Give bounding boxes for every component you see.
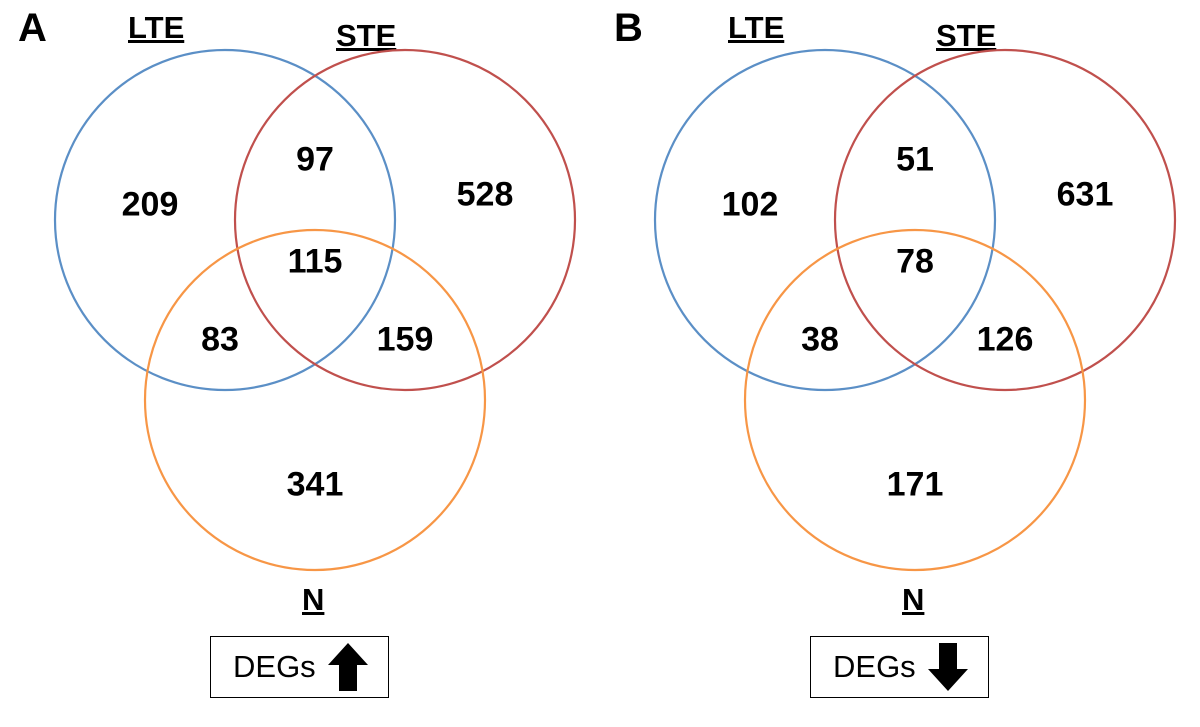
panel-a-degs-box: DEGs [210, 636, 389, 698]
panel-a-val-lte-only: 209 [122, 186, 179, 225]
panel-a-degs-text: DEGs [233, 649, 316, 685]
panel-a: A LTE STE N 209 528 341 97 83 159 115 DE… [0, 0, 600, 727]
panel-b-venn: 102 631 171 51 38 126 78 [635, 30, 1195, 595]
arrow-up-icon [326, 641, 370, 693]
panel-a-val-lte-ste: 97 [296, 141, 334, 180]
panel-a-val-all: 115 [288, 243, 343, 282]
panel-a-val-ste-only: 528 [457, 176, 514, 215]
panel-a-val-n-only: 341 [287, 466, 344, 505]
panel-b-val-lte-only: 102 [722, 186, 779, 225]
panel-b-val-ste-n: 126 [977, 321, 1034, 360]
arrow-down-icon [926, 641, 970, 693]
panel-b-val-lte-ste: 51 [896, 141, 934, 180]
panel-b-val-lte-n: 38 [801, 321, 839, 360]
panel-b-degs-text: DEGs [833, 649, 916, 685]
panel-a-val-ste-n: 159 [377, 321, 434, 360]
panel-a-venn: 209 528 341 97 83 159 115 [35, 30, 595, 595]
panel-b: B LTE STE N 102 631 171 51 38 126 78 DEG… [600, 0, 1200, 727]
panel-b-val-ste-only: 631 [1057, 176, 1114, 215]
panel-b-degs-box: DEGs [810, 636, 989, 698]
panel-b-val-all: 78 [896, 243, 934, 282]
panel-a-val-lte-n: 83 [201, 321, 239, 360]
panel-b-val-n-only: 171 [887, 466, 944, 505]
